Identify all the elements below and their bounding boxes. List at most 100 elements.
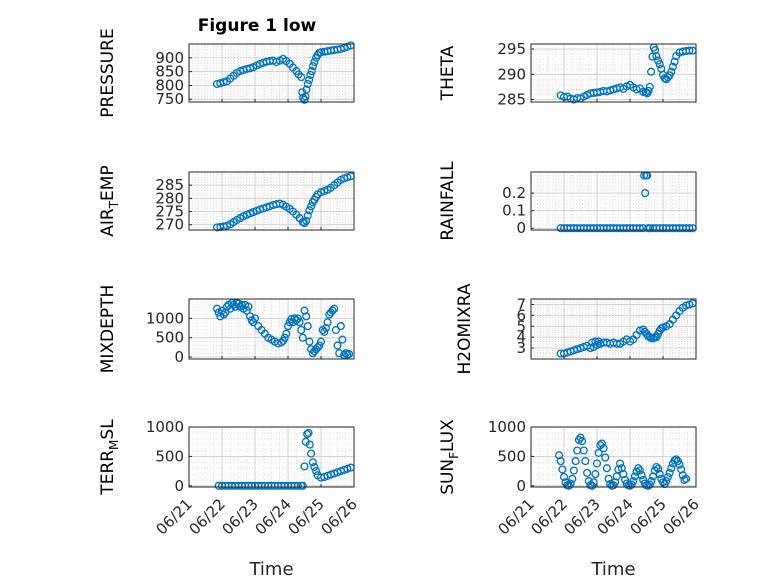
data-point: [589, 478, 598, 487]
data-point: [302, 312, 311, 321]
data-point: [303, 79, 312, 89]
data-point: [283, 322, 293, 331]
data-point: [597, 439, 606, 448]
axes-frame: [188, 426, 355, 488]
x-axis-label: Time: [248, 559, 293, 580]
data-point: [333, 341, 342, 350]
y-tick-label: 0.2: [502, 184, 526, 202]
data-point: [558, 465, 567, 474]
major-grid: [189, 299, 354, 359]
data-point: [670, 456, 679, 465]
data-point: [300, 95, 309, 104]
data-point: [250, 314, 260, 323]
data-point: [330, 304, 339, 313]
y-tick-label: 0: [174, 477, 184, 495]
y-tick-label: 7: [516, 295, 526, 313]
data-point: [652, 52, 661, 61]
y-tick-label: 3: [516, 339, 526, 357]
data-point: [583, 468, 592, 477]
data-point: [306, 70, 315, 79]
data-point: [307, 202, 316, 211]
data-point: [316, 337, 326, 346]
data-point: [657, 324, 666, 333]
data-point: [305, 206, 314, 215]
y-tick-label: 295: [497, 40, 526, 58]
data-point: [641, 189, 650, 198]
y-tick-label: 1000: [146, 309, 184, 327]
data-point: [221, 308, 230, 317]
data-point: [297, 73, 306, 82]
data-point: [604, 474, 613, 483]
data-point: [244, 302, 253, 311]
data-point: [578, 437, 587, 446]
data-point: [312, 467, 321, 476]
data-point: [675, 460, 684, 469]
data-point: [345, 349, 354, 359]
x-axis-label: Time: [590, 559, 635, 580]
subplot-2: 285 290 295 THETA: [438, 40, 697, 108]
data-point: [293, 314, 302, 323]
axes-frame: [530, 43, 697, 103]
y-tick-label: 275: [155, 203, 184, 221]
data-point: [568, 474, 577, 483]
axes-frame: [530, 426, 697, 488]
data-point: [310, 462, 319, 472]
data-point: [310, 57, 319, 67]
data-point: [647, 477, 656, 486]
data-point: [305, 75, 314, 84]
data-point: [655, 60, 664, 69]
y-axis-label: THETA: [438, 45, 458, 101]
data-point: [652, 462, 661, 472]
data-point: [297, 325, 306, 335]
data-point: [300, 462, 309, 471]
data-point: [665, 468, 674, 477]
y-tick-label: 290: [497, 65, 526, 83]
y-axis-label: AIRTEMP: [98, 165, 121, 236]
data-point: [305, 440, 314, 449]
y-tick-label: 900: [155, 49, 184, 67]
data-point: [305, 337, 314, 346]
data-point: [637, 471, 646, 480]
data-point: [667, 464, 676, 473]
data-point: [308, 458, 317, 467]
axes-frame: [530, 171, 697, 231]
y-axis-label: SUNFLUX: [438, 419, 461, 495]
data-point: [592, 459, 602, 468]
data-point: [280, 333, 289, 342]
y-tick-label: 500: [155, 329, 184, 347]
data-point: [645, 82, 654, 91]
data-point: [670, 57, 679, 66]
data-point: [300, 219, 309, 228]
data-point: [336, 322, 345, 331]
data-point: [559, 472, 569, 482]
data-point: [685, 46, 694, 55]
data-point: [303, 211, 312, 220]
data-point: [341, 349, 350, 358]
data-point: [338, 335, 347, 344]
data-point: [307, 449, 316, 458]
data-point: [655, 470, 664, 479]
data-point: [290, 314, 299, 323]
y-tick-label: 1000: [146, 418, 184, 436]
data-point: [293, 481, 302, 490]
data-point: [328, 306, 337, 315]
y-tick-label: 285: [155, 176, 184, 194]
data-point: [685, 224, 694, 233]
data-point: [591, 470, 600, 479]
y-tick-label: 0: [516, 477, 526, 495]
data-point: [632, 85, 641, 94]
y-tick-label: 270: [155, 216, 184, 234]
y-axis-label: MIXDEPTH: [98, 285, 118, 374]
y-axis-label: TERRMSL: [98, 419, 121, 496]
data-point: [242, 306, 251, 315]
y-axis-label: PRESSURE: [98, 28, 118, 117]
data-point: [219, 310, 228, 319]
y-tick-label: 285: [497, 90, 526, 108]
data-point: [581, 457, 590, 466]
data-point: [302, 85, 311, 94]
data-point: [307, 67, 316, 76]
